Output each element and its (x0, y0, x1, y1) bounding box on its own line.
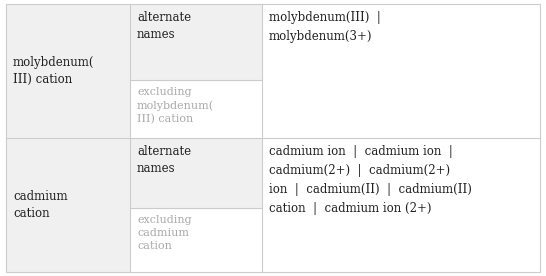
Bar (6, 138, 130, 272)
Text: cadmium
cation: cadmium cation (13, 190, 68, 220)
Text: alternate
names: alternate names (137, 11, 191, 41)
Text: excluding
cadmium
cation: excluding cadmium cation (137, 215, 192, 251)
Text: excluding
molybdenum(
III) cation: excluding molybdenum( III) cation (137, 87, 214, 125)
Text: molybdenum(III)  |
molybdenum(3+): molybdenum(III) | molybdenum(3+) (269, 11, 381, 43)
Text: cadmium ion  |  cadmium ion  |
cadmium(2+)  |  cadmium(2+)
ion  |  cadmium(II)  : cadmium ion | cadmium ion | cadmium(2+) … (269, 145, 472, 215)
Bar (130, 138, 262, 208)
Bar (6, 4, 130, 138)
Bar (130, 4, 262, 80)
Text: molybdenum(
III) cation: molybdenum( III) cation (13, 56, 94, 86)
Text: alternate
names: alternate names (137, 145, 191, 175)
